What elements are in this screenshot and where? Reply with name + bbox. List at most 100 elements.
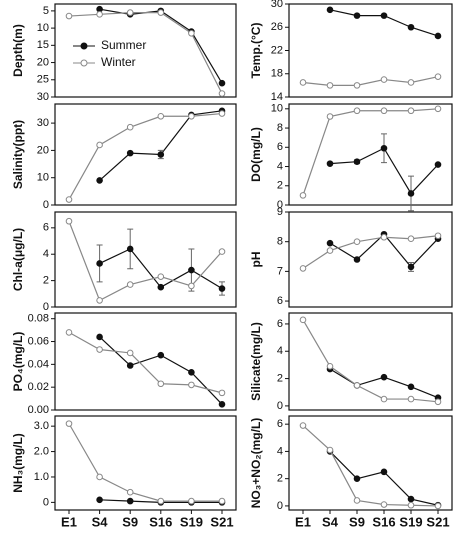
data-point bbox=[126, 497, 134, 505]
data-point bbox=[126, 245, 134, 253]
data-point bbox=[353, 12, 361, 19]
data-point bbox=[65, 196, 73, 203]
data-point bbox=[434, 105, 442, 113]
y-tick-label: 6 bbox=[277, 418, 283, 430]
legend-marker bbox=[80, 59, 88, 67]
y-tick-label: 6 bbox=[43, 222, 49, 234]
data-point bbox=[218, 389, 226, 397]
data-point bbox=[353, 107, 361, 115]
y-axis-label: pH bbox=[249, 252, 263, 268]
series-line bbox=[329, 368, 439, 399]
panel-frame bbox=[288, 415, 453, 511]
data-point bbox=[353, 382, 361, 389]
y-tick-label: 26 bbox=[271, 21, 283, 33]
data-point bbox=[380, 12, 388, 19]
series-line bbox=[302, 425, 439, 507]
data-point bbox=[65, 329, 73, 336]
data-point bbox=[218, 400, 226, 408]
data-point bbox=[326, 6, 334, 14]
data-point bbox=[96, 297, 103, 304]
y-axis-label: Chl-a(μg/L) bbox=[11, 228, 25, 291]
data-point bbox=[218, 79, 226, 87]
data-point bbox=[188, 282, 195, 290]
data-point bbox=[380, 144, 388, 152]
data-point bbox=[407, 23, 415, 31]
legend-label: Winter bbox=[101, 55, 136, 69]
y-tick-label: 0 bbox=[277, 400, 283, 412]
y-tick-label: 0 bbox=[277, 500, 283, 512]
y-tick-label: 20 bbox=[37, 56, 49, 68]
y-tick-label: 10 bbox=[37, 172, 49, 184]
y-axis-label: NH₃(mg/L) bbox=[11, 433, 25, 493]
data-point bbox=[380, 468, 388, 476]
data-point bbox=[218, 497, 226, 505]
series-line bbox=[68, 221, 223, 302]
y-tick-label: 2 bbox=[277, 372, 283, 384]
legend-label: Summer bbox=[101, 38, 146, 52]
y-tick-label: 9 bbox=[277, 206, 283, 218]
y-axis-label: DO(mg/L) bbox=[249, 127, 263, 182]
data-point bbox=[407, 79, 415, 86]
series-line bbox=[68, 112, 223, 200]
series-line bbox=[329, 450, 439, 506]
y-tick-label: 0 bbox=[43, 301, 49, 313]
data-point bbox=[299, 316, 307, 324]
y-tick-label: 4 bbox=[43, 248, 49, 260]
data-point bbox=[380, 395, 388, 403]
data-point bbox=[407, 383, 415, 391]
data-point bbox=[326, 82, 334, 89]
x-tick-label: S19 bbox=[180, 514, 203, 529]
panel-frame bbox=[288, 312, 453, 411]
y-tick-label: 7 bbox=[277, 265, 283, 277]
data-point bbox=[353, 82, 361, 89]
x-tick-label: S4 bbox=[322, 514, 339, 529]
x-tick-label: S4 bbox=[92, 514, 109, 529]
data-point bbox=[188, 29, 195, 37]
data-point bbox=[65, 420, 73, 427]
data-point bbox=[126, 149, 134, 157]
y-tick-label: 2.0 bbox=[34, 445, 49, 457]
data-point bbox=[157, 273, 165, 280]
data-point bbox=[380, 76, 388, 83]
y-tick-label: 6 bbox=[277, 141, 283, 153]
y-axis-label: Silicate(mg/L) bbox=[249, 322, 263, 401]
data-point bbox=[157, 9, 165, 16]
data-point bbox=[326, 362, 334, 370]
panel-frame bbox=[288, 103, 453, 206]
y-tick-label: 14 bbox=[271, 91, 283, 103]
series-line bbox=[99, 110, 223, 181]
data-point bbox=[126, 123, 134, 131]
data-point bbox=[353, 475, 361, 482]
data-point bbox=[218, 285, 226, 292]
y-tick-label: 0.08 bbox=[28, 313, 49, 325]
x-tick-label: S19 bbox=[399, 514, 422, 529]
data-point bbox=[299, 422, 307, 429]
series-line bbox=[302, 108, 439, 196]
data-point bbox=[299, 79, 307, 86]
data-point bbox=[188, 112, 195, 120]
x-tick-label: S9 bbox=[349, 514, 365, 529]
y-tick-label: 18 bbox=[271, 68, 283, 80]
data-point bbox=[218, 110, 226, 117]
data-point bbox=[326, 239, 334, 247]
data-point bbox=[299, 192, 307, 199]
data-point bbox=[380, 107, 388, 115]
data-point bbox=[126, 488, 134, 496]
series-line bbox=[302, 319, 439, 403]
x-tick-label: E1 bbox=[61, 514, 77, 529]
y-tick-label: 30 bbox=[37, 91, 49, 103]
y-tick-label: 4 bbox=[277, 160, 283, 172]
data-point bbox=[326, 247, 334, 254]
data-point bbox=[326, 160, 334, 167]
data-point bbox=[126, 281, 134, 288]
series-line bbox=[302, 76, 439, 86]
y-tick-label: 0 bbox=[43, 496, 49, 508]
y-tick-label: 3.0 bbox=[34, 420, 49, 432]
data-point bbox=[407, 395, 415, 403]
y-tick-label: 8 bbox=[277, 236, 283, 248]
y-tick-label: 6 bbox=[277, 318, 283, 330]
panel-frame bbox=[54, 103, 237, 206]
data-point bbox=[96, 141, 103, 149]
series-line bbox=[68, 12, 223, 94]
